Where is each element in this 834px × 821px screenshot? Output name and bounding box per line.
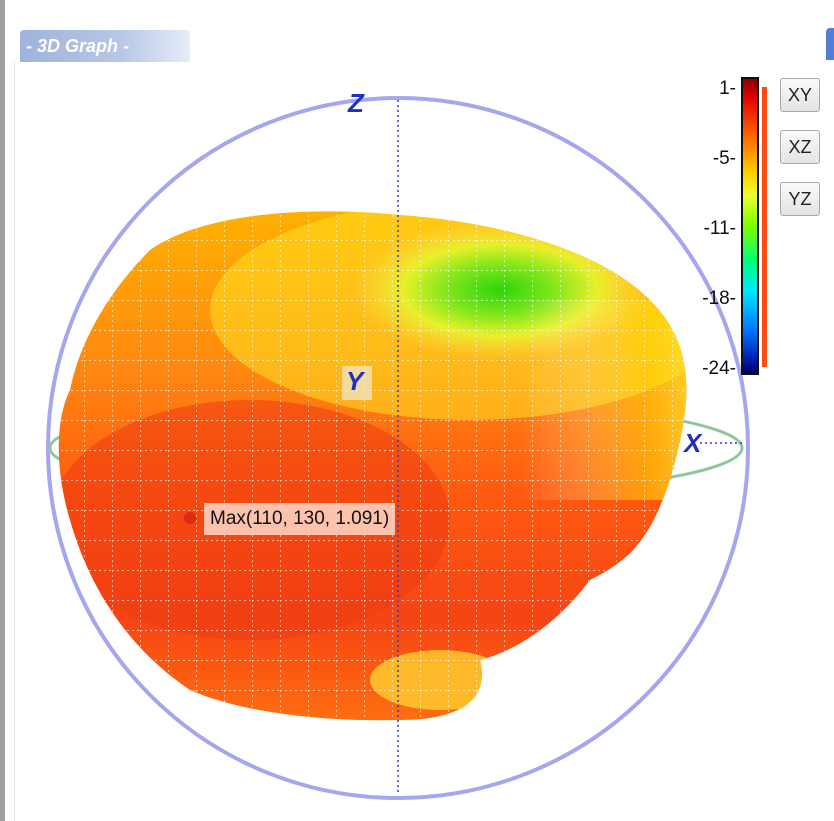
colorbar-tick: -24- bbox=[702, 358, 736, 379]
z-axis-label: Z bbox=[348, 88, 364, 118]
colorbar-tick: -5- bbox=[712, 148, 736, 169]
color-scale-bar bbox=[741, 77, 759, 375]
colorbar-tick: 1- bbox=[719, 78, 736, 99]
panel-title: - 3D Graph - bbox=[26, 36, 130, 56]
adjacent-tab-edge[interactable] bbox=[826, 28, 834, 60]
view-xz-button[interactable]: XZ bbox=[780, 130, 820, 164]
y-axis-label-bg bbox=[342, 366, 372, 400]
x-axis-label: X bbox=[684, 428, 702, 458]
max-marker[interactable] bbox=[184, 512, 196, 524]
sphere-outline bbox=[46, 96, 750, 800]
y-axis-label: Y bbox=[346, 366, 364, 396]
radiation-pattern-surface bbox=[58, 211, 687, 721]
max-annotation: Max(110, 130, 1.091) bbox=[204, 503, 396, 535]
panel-title-tab: - 3D Graph - bbox=[20, 30, 190, 62]
colorbar-tick: -11- bbox=[703, 218, 736, 239]
view-yz-button[interactable]: YZ bbox=[780, 182, 820, 216]
left-border bbox=[0, 0, 5, 821]
colorbar-range-marker[interactable] bbox=[762, 87, 767, 367]
colorbar-tick: -18- bbox=[702, 288, 736, 309]
view-xy-button[interactable]: XY bbox=[780, 78, 820, 112]
